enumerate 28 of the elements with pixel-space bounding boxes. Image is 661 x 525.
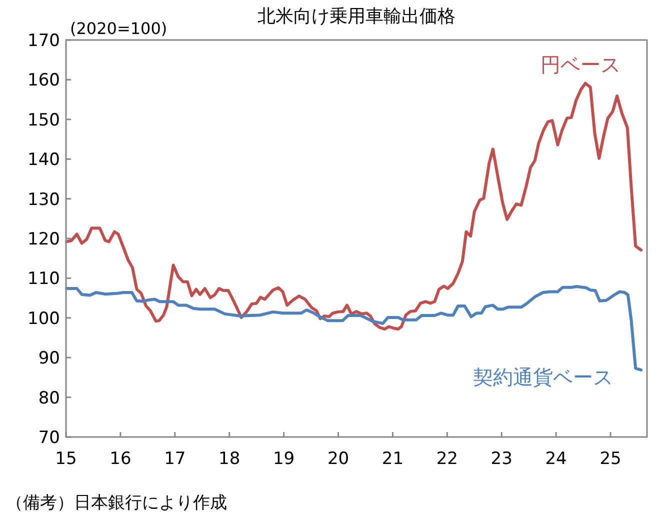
x-tick-label: 21	[382, 449, 404, 469]
x-tick-label: 23	[490, 449, 512, 469]
x-tick-label: 18	[218, 449, 240, 469]
x-tick-label: 19	[272, 449, 295, 469]
x-tick-label: 15	[55, 449, 77, 469]
line-series	[65, 82, 643, 331]
y-axis-title: (2020=100)	[70, 19, 168, 38]
text: （備考）日本銀行により作成	[6, 493, 227, 513]
y-tick-label: 150	[28, 110, 60, 130]
x-tick-label: 22	[436, 449, 458, 469]
series-label: 円ベース	[540, 52, 620, 76]
y-tick-label: 90	[38, 348, 60, 369]
y-tick-label: 120	[28, 230, 60, 250]
chart-title: 北米向け乗用車輸出価格	[258, 6, 456, 27]
x-tick-label: 16	[110, 449, 132, 469]
x-tick-label: 24	[545, 449, 567, 469]
x-tick-label: 25	[600, 449, 622, 469]
series-label: 契約通貨ベース	[473, 364, 614, 389]
y-tick-label: 70	[38, 428, 60, 448]
y-tick-label: 140	[28, 150, 60, 170]
y-tick-label: 100	[28, 308, 60, 329]
y-tick-label: 170	[28, 31, 60, 51]
x-tick-label: 17	[164, 449, 186, 469]
y-tick-label: 110	[28, 269, 60, 290]
x-tick-label: 20	[327, 449, 350, 469]
y-tick-label: 160	[28, 70, 60, 91]
y-tick-label: 80	[38, 388, 60, 408]
y-tick-label: 130	[28, 190, 60, 210]
